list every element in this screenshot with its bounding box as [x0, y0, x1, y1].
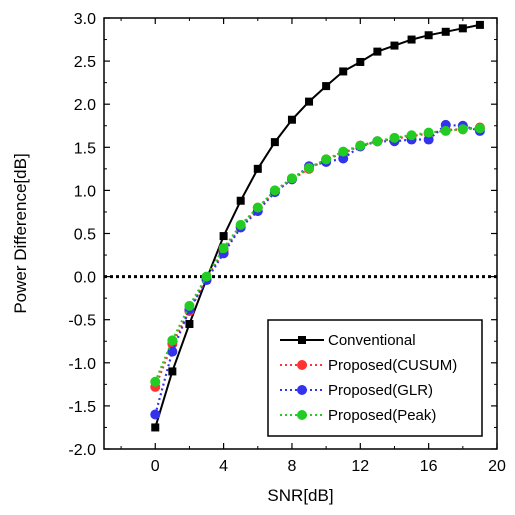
- data-point: [474, 123, 485, 134]
- y-tick-label: 0.5: [74, 227, 96, 244]
- data-point: [321, 154, 332, 165]
- data-point: [475, 20, 484, 29]
- data-point: [151, 423, 160, 432]
- x-tick-label: 20: [488, 458, 506, 475]
- x-tick-label: 0: [151, 458, 160, 475]
- legend-item: Proposed(Peak): [280, 407, 436, 424]
- y-axis-title: Power Difference[dB]: [11, 153, 30, 313]
- y-tick-label: 3.0: [74, 11, 96, 28]
- data-point: [305, 97, 314, 106]
- y-tick-label: -1.0: [68, 356, 96, 373]
- legend-marker: [297, 410, 307, 420]
- data-point: [184, 300, 195, 311]
- data-point: [424, 31, 433, 40]
- x-tick-label: 12: [351, 458, 369, 475]
- data-point: [218, 243, 229, 254]
- legend-item: Proposed(GLR): [280, 382, 433, 399]
- data-point: [440, 125, 451, 136]
- data-point: [338, 153, 349, 164]
- data-point: [338, 146, 349, 157]
- data-point: [339, 67, 348, 76]
- y-tick-label: 2.0: [74, 97, 96, 114]
- data-point: [236, 196, 245, 205]
- data-point: [269, 185, 280, 196]
- axes-layer: 0 4 8 12 16 20 -2.0 -1.5 -1.0 -0.5 0.0 0.5 1.0 1.5 2.0…: [68, 11, 506, 475]
- x-axis-title: SNR[dB]: [267, 486, 333, 505]
- x-tick-label: 8: [288, 458, 297, 475]
- data-point: [253, 164, 262, 173]
- data-point: [423, 134, 434, 145]
- data-point: [356, 57, 365, 66]
- data-point: [441, 27, 450, 36]
- y-tick-label: -2.0: [68, 442, 96, 459]
- data-point: [185, 320, 194, 329]
- data-point: [322, 82, 331, 91]
- y-tick-label: 0.0: [74, 270, 96, 287]
- data-point: [390, 41, 399, 50]
- data-point: [252, 202, 263, 213]
- data-point: [287, 115, 296, 124]
- y-tick-label: -1.5: [68, 399, 96, 416]
- legend-label: Conventional: [328, 332, 416, 349]
- series-layer: [150, 20, 485, 432]
- y-tick-label: 2.5: [74, 54, 96, 71]
- data-point: [458, 24, 467, 33]
- legend-marker: [298, 336, 306, 344]
- series-3: [150, 123, 485, 387]
- data-point: [219, 232, 228, 241]
- data-point: [286, 173, 297, 184]
- legend-item: Proposed(CUSUM): [280, 357, 457, 374]
- data-point: [304, 162, 315, 173]
- data-point: [373, 47, 382, 56]
- y-tick-label: 1.5: [74, 140, 96, 157]
- data-point: [150, 409, 161, 420]
- data-point: [457, 124, 468, 135]
- legend-marker: [297, 360, 307, 370]
- y-tick-label: 1.0: [74, 183, 96, 200]
- x-tick-label: 16: [420, 458, 438, 475]
- legend-marker: [297, 385, 307, 395]
- x-tick-label: 4: [219, 458, 228, 475]
- legend: Conventional Proposed(CUSUM) Proposed(GLR)…: [267, 319, 483, 437]
- legend-label: Proposed(CUSUM): [328, 357, 457, 374]
- legend-item: Conventional: [280, 332, 416, 349]
- data-point: [423, 127, 434, 138]
- data-point: [168, 367, 177, 376]
- data-point: [372, 136, 383, 147]
- data-point: [201, 271, 212, 282]
- data-point: [167, 335, 178, 346]
- data-point: [406, 130, 417, 141]
- data-point: [355, 140, 366, 151]
- legend-label: Proposed(Peak): [328, 407, 436, 424]
- data-point: [235, 219, 246, 230]
- y-tick-label: -0.5: [68, 313, 96, 330]
- data-point: [389, 132, 400, 143]
- legend-label: Proposed(GLR): [328, 382, 433, 399]
- data-point: [407, 35, 416, 44]
- data-point: [270, 138, 279, 147]
- data-point: [150, 376, 161, 387]
